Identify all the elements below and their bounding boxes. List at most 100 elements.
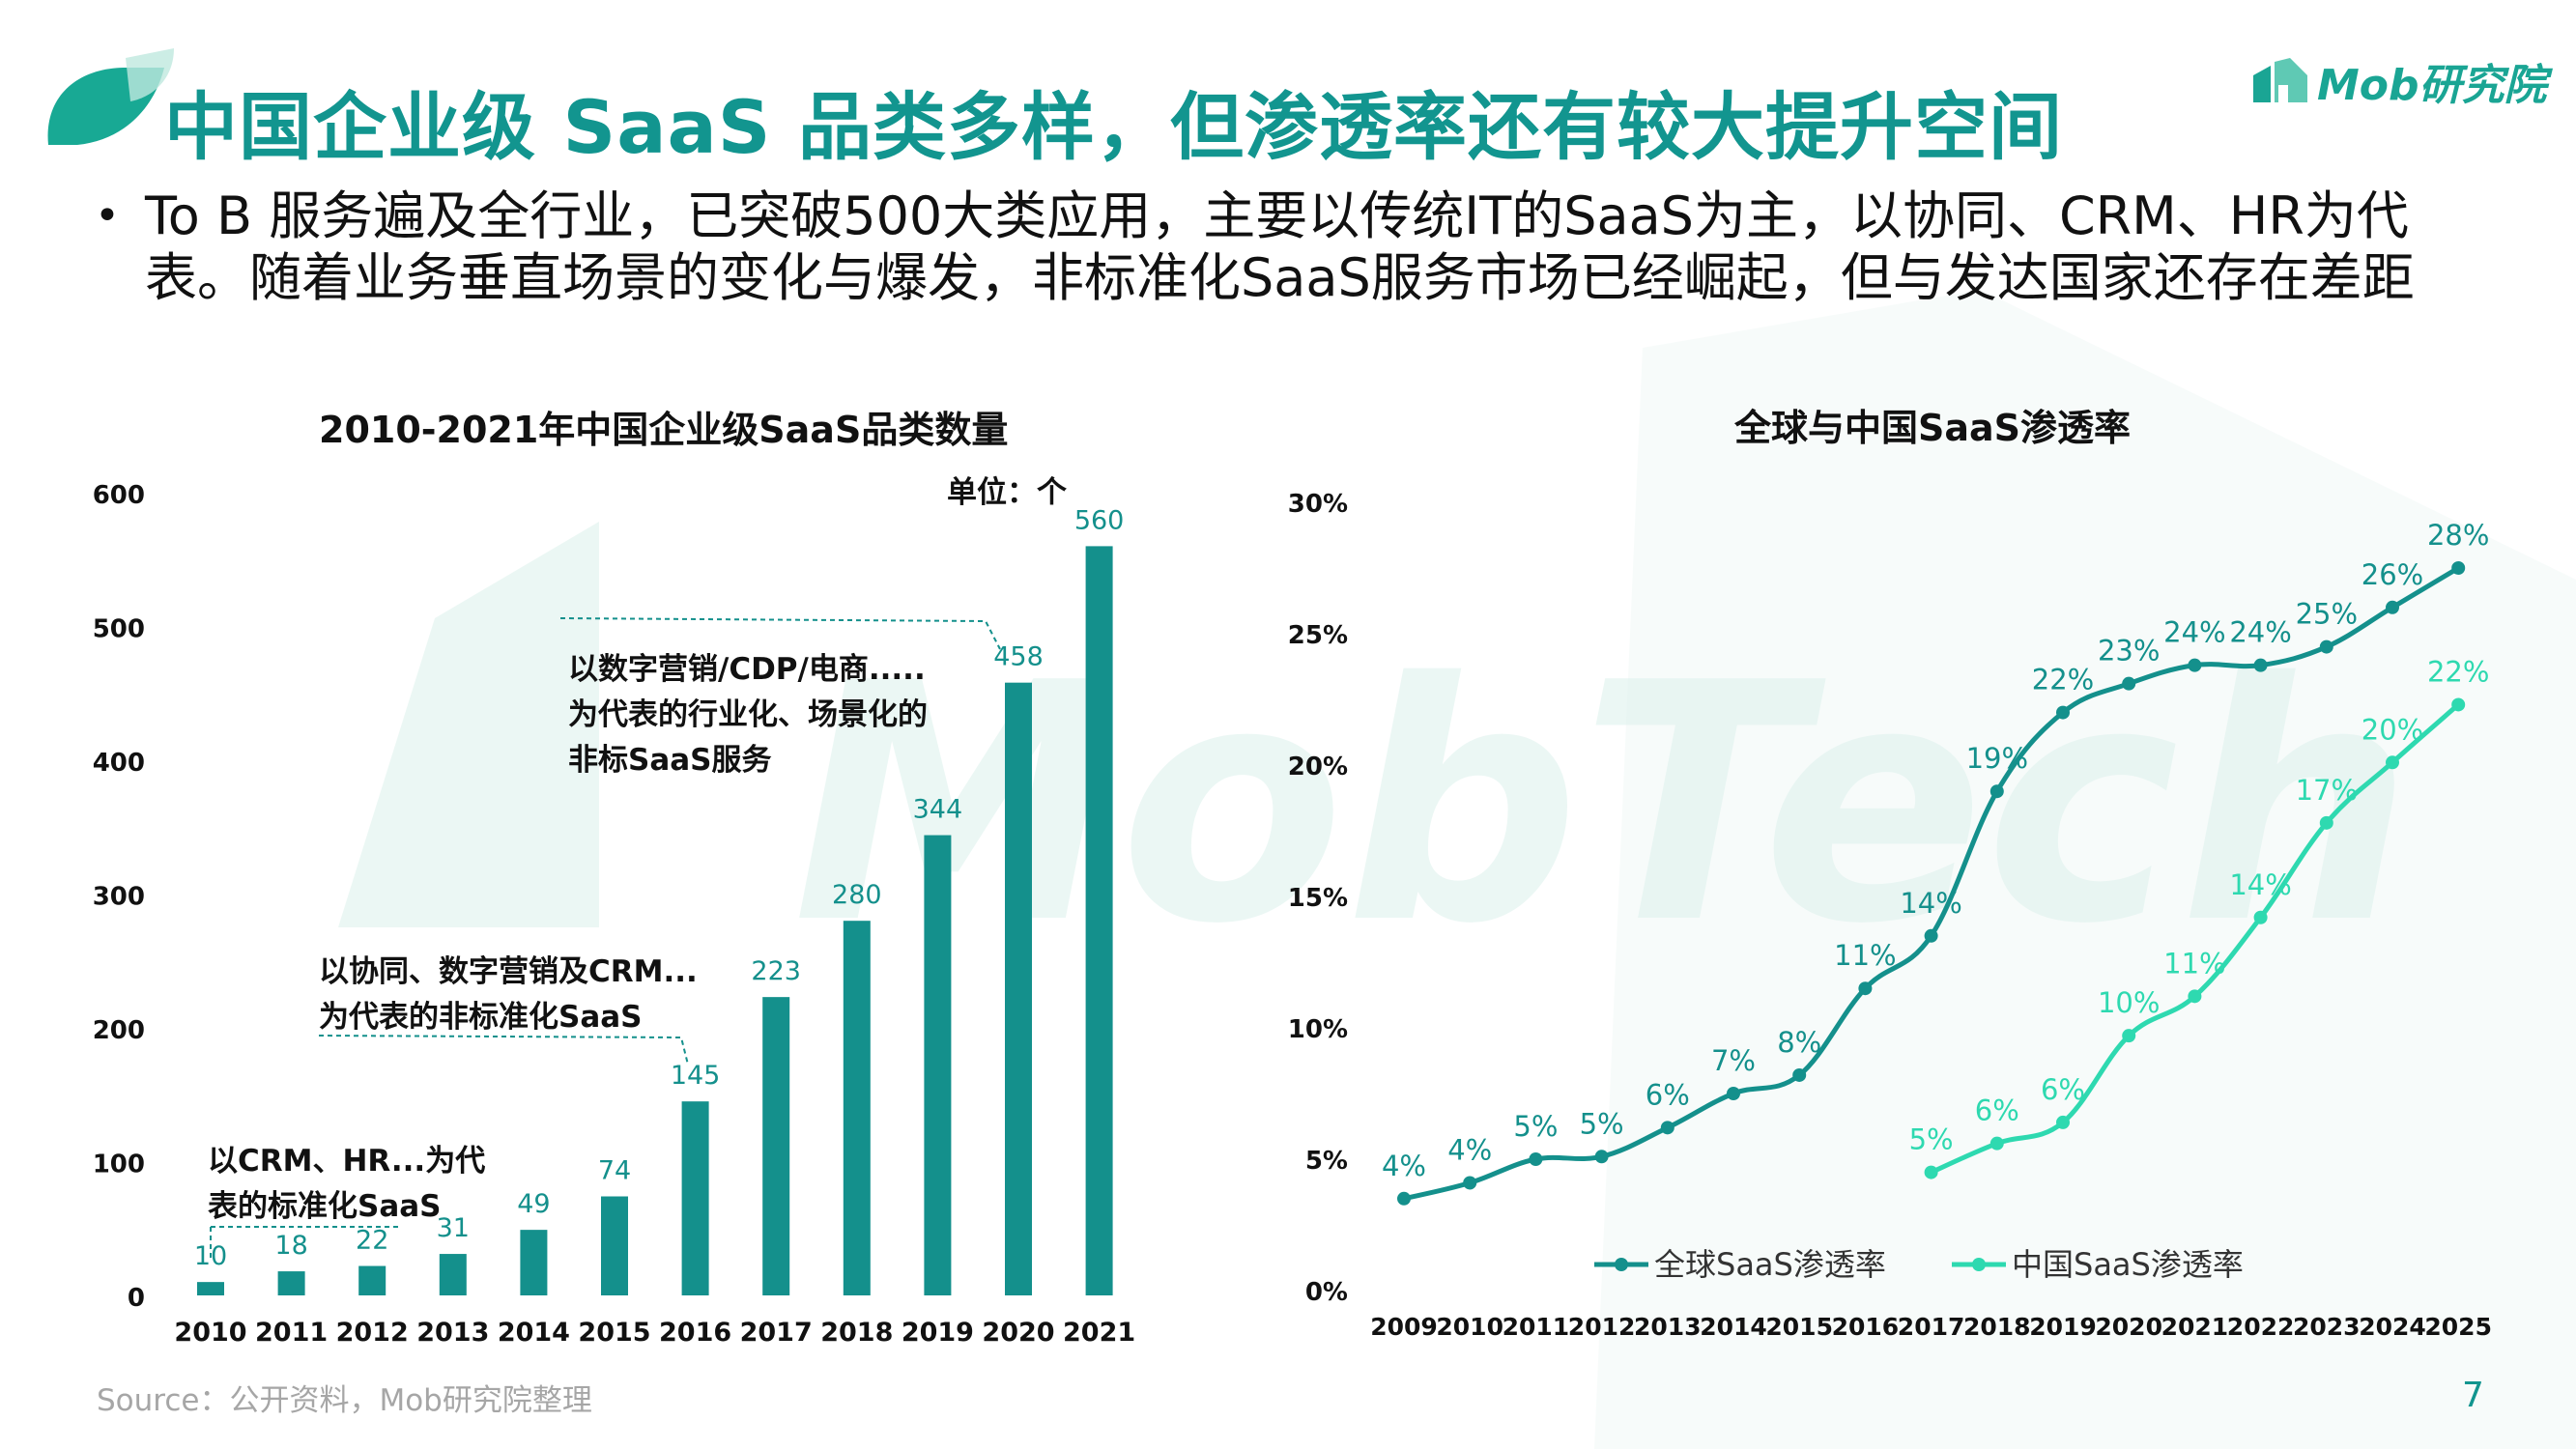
annotation-leader-1 [559, 617, 1001, 650]
line-point-0-2011 [1529, 1152, 1543, 1166]
bar-2016 [681, 1101, 709, 1295]
annotation-3-line-1: 以CRM、HR...为代 [208, 1144, 485, 1179]
line-label-1-2020: 10% [2098, 986, 2160, 1019]
bar-label-2012: 22 [356, 1226, 388, 1256]
line-label-1-2025: 22% [2427, 655, 2489, 688]
line-x-tick-2010: 2010 [1436, 1313, 1503, 1341]
bar-y-tick-5: 500 [93, 615, 145, 644]
bar-2018 [843, 921, 871, 1295]
line-x-tick-2023: 2023 [2293, 1313, 2361, 1341]
line-point-0-2023 [2319, 639, 2333, 654]
line-series [1403, 565, 2460, 1202]
line-point-0-2010 [1463, 1176, 1477, 1190]
line-label-0-2015: 8% [1777, 1026, 1821, 1059]
bar-data-labels: 10 18 22 31 49 74 145 223 280 344 458 560 [194, 505, 1125, 1271]
line-label-0-2012: 5% [1580, 1107, 1624, 1140]
line-point-1-2017 [1924, 1165, 1938, 1179]
bar-y-tick-6: 600 [93, 481, 145, 510]
line-label-0-2016: 11% [1834, 939, 1896, 972]
bar-2019 [924, 835, 952, 1295]
logo-text: Mob研究院 [2317, 61, 2547, 110]
bar-label-2017: 223 [751, 956, 801, 986]
line-point-1-2025 [2451, 697, 2466, 712]
line-label-0-2018: 19% [1966, 742, 2028, 775]
page-title: 中国企业级 SaaS 品类多样，但渗透率还有较大提升空间 [164, 84, 2063, 170]
bar-series [197, 546, 1113, 1295]
line-label-1-2017: 5% [1909, 1123, 1954, 1156]
line-point-0-2017 [1924, 928, 1938, 943]
line-x-tick-2016: 2016 [1832, 1313, 1900, 1341]
bar-x-tick-2011: 2011 [255, 1318, 328, 1348]
line-label-1-2019: 6% [2041, 1073, 2085, 1106]
bar-label-2010: 10 [194, 1241, 227, 1271]
bar-2015 [601, 1196, 628, 1295]
bar-y-axis: 0 100 200 300 400 500 600 [93, 481, 145, 1313]
line-y-tick-1: 5% [1305, 1147, 1348, 1176]
line-x-tick-2013: 2013 [1634, 1313, 1702, 1341]
annotation-2-line-1: 以协同、数字营销及CRM... [319, 954, 698, 989]
source-note: Source：公开资料，Mob研究院整理 [97, 1383, 592, 1418]
bar-2012 [358, 1265, 386, 1295]
line-label-0-2009: 4% [1382, 1150, 1426, 1182]
line-x-tick-2015: 2015 [1765, 1313, 1833, 1341]
bullet-line-1: To B 服务遍及全行业，已突破500大类应用，主要以传统IT的SaaS为主，以… [145, 185, 2409, 246]
line-points [1397, 561, 2466, 1206]
line-point-0-2016 [1858, 981, 1873, 996]
line-x-tick-2012: 2012 [1568, 1313, 1636, 1341]
line-chart: 0%5%10%15%20%25%30% 4% 4%5% 5%6%7%8%11%14%… [1288, 490, 2492, 1341]
line-label-0-2021: 24% [2163, 616, 2225, 649]
line-point-0-2013 [1660, 1121, 1674, 1135]
line-label-1-2018: 6% [1975, 1094, 2019, 1127]
bar-y-tick-2: 200 [93, 1016, 145, 1045]
bar-label-2014: 49 [517, 1189, 550, 1219]
line-label-0-2017: 14% [1900, 887, 1961, 920]
bullet-paragraph: • To B 服务遍及全行业，已突破500大类应用，主要以传统IT的SaaS为主… [95, 185, 2530, 309]
line-label-1-2022: 14% [2229, 868, 2291, 901]
line-label-0-2019: 22% [2032, 664, 2094, 696]
annotation-2-line-2: 为代表的非标准化SaaS [319, 1000, 643, 1035]
line-point-0-2018 [1989, 784, 2004, 799]
line-chart-title: 全球与中国SaaS渗透率 [1734, 407, 2132, 449]
bar-x-tick-2015: 2015 [578, 1318, 650, 1348]
brand-leaf-icon [47, 48, 174, 145]
bar-y-tick-3: 300 [93, 883, 145, 912]
line-point-0-2025 [2451, 561, 2466, 575]
line-label-0-2024: 26% [2361, 558, 2423, 591]
bar-label-2013: 31 [437, 1213, 470, 1243]
line-label-1-2023: 17% [2296, 774, 2358, 807]
line-x-axis: 2009201020112012201320142015201620172018… [1370, 1313, 2492, 1341]
line-y-tick-5: 25% [1288, 621, 1348, 650]
line-x-tick-2018: 2018 [1963, 1313, 2031, 1341]
annotation-1-line-3: 非标SaaS服务 [568, 743, 772, 778]
line-label-1-2021: 11% [2163, 947, 2225, 980]
line-label-0-2020: 23% [2098, 635, 2160, 668]
line-y-axis: 0% 5% 10% 15% 20% 25% 30% [1288, 490, 1348, 1307]
line-point-1-2024 [2386, 755, 2399, 770]
line-x-tick-2025: 2025 [2424, 1313, 2492, 1341]
line-legend: 全球SaaS渗透率 中国SaaS渗透率 [1594, 1246, 2244, 1283]
line-point-1-2023 [2319, 815, 2333, 830]
bar-annotations: 以数字营销/CDP/电商..... 为代表的行业化、场景化的 非标SaaS服务 … [208, 617, 1001, 1262]
line-label-0-2014: 7% [1711, 1044, 1756, 1077]
line-x-tick-2014: 2014 [1700, 1313, 1767, 1341]
bar-2013 [439, 1254, 467, 1295]
annotation-1-line-2: 为代表的行业化、场景化的 [568, 697, 928, 732]
legend-label-1: 中国SaaS渗透率 [2012, 1246, 2244, 1283]
bar-x-axis: 2010 2011 2012 2013 2014 2015 2016 2017 2018 2019… [174, 1318, 1135, 1348]
logo-icon [2253, 58, 2307, 102]
line-x-tick-2021: 2021 [2161, 1313, 2229, 1341]
line-y-tick-6: 30% [1288, 490, 1348, 519]
line-label-0-2023: 25% [2296, 598, 2358, 631]
bar-label-2016: 145 [671, 1061, 721, 1091]
mob-logo: Mob研究院 [2251, 50, 2547, 112]
bar-2021 [1085, 546, 1113, 1295]
line-x-tick-2020: 2020 [2095, 1313, 2162, 1341]
line-label-0-2013: 6% [1646, 1078, 1690, 1111]
bar-x-tick-2018: 2018 [820, 1318, 893, 1348]
bar-label-2021: 560 [1074, 505, 1125, 535]
bar-label-2020: 458 [993, 642, 1044, 672]
line-point-1-2021 [2188, 989, 2202, 1004]
line-y-tick-2: 10% [1288, 1015, 1348, 1044]
bar-2010 [197, 1282, 224, 1295]
line-x-tick-2017: 2017 [1898, 1313, 1965, 1341]
